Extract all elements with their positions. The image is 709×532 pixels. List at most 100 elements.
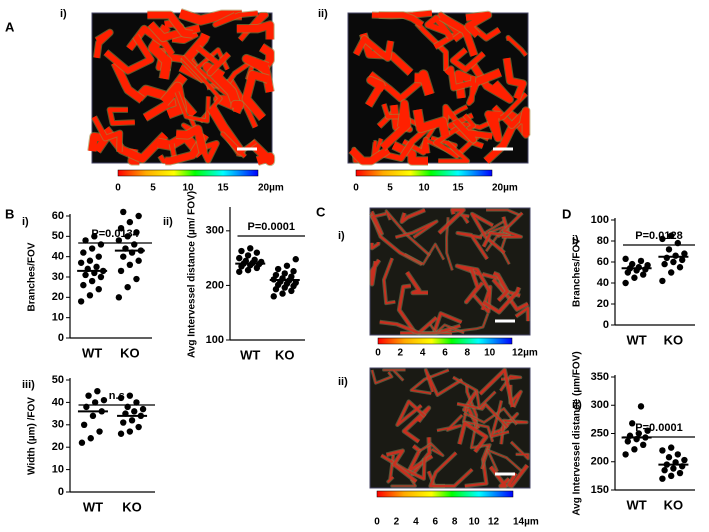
vessel <box>405 271 429 295</box>
x-tick-label: KO <box>664 332 684 347</box>
data-point <box>86 257 94 264</box>
data-point <box>624 438 631 445</box>
data-point <box>120 419 127 426</box>
data-point <box>644 261 651 269</box>
data-point <box>622 279 629 287</box>
vessel <box>438 140 470 163</box>
colorbar-label: 10 <box>469 517 481 528</box>
vessel <box>413 109 450 137</box>
colorbar-label: 2 <box>398 348 404 359</box>
y-tick-label: 350 <box>591 371 609 383</box>
data-point <box>640 441 647 448</box>
data-point <box>659 447 666 454</box>
vessel <box>436 414 463 432</box>
annotation: n.s <box>109 390 125 402</box>
image-label: i) <box>338 230 345 242</box>
vessel <box>404 243 445 265</box>
data-point <box>126 392 134 399</box>
data-point <box>139 405 147 413</box>
data-point <box>97 241 105 248</box>
panel-label: i) <box>572 234 579 246</box>
vessel <box>88 132 110 154</box>
data-point <box>236 268 243 275</box>
data-point <box>668 444 675 451</box>
vessel <box>370 242 380 250</box>
colorbar-label: 14µm <box>513 517 539 528</box>
data-point <box>86 292 94 299</box>
colorbar-label: 10 <box>484 348 496 359</box>
vessel <box>429 451 457 488</box>
data-point <box>95 253 102 260</box>
data-point <box>124 283 131 291</box>
vessel <box>379 316 438 335</box>
data-point <box>120 208 127 216</box>
data-point <box>244 252 252 259</box>
data-point <box>644 427 651 434</box>
y-axis-label: Avg Intervessel distance (µm/FOV) <box>572 351 583 515</box>
data-point <box>270 293 277 300</box>
colorbar-label: 12 <box>488 517 500 528</box>
vessel <box>371 138 383 163</box>
data-point <box>251 256 258 263</box>
colorbar-label: 0 <box>115 183 121 194</box>
data-point <box>661 467 668 474</box>
vessel <box>382 103 422 128</box>
x-tick-label: KO <box>664 497 684 512</box>
data-point <box>80 281 87 289</box>
data-point <box>91 233 98 240</box>
data-point <box>253 249 261 256</box>
data-point <box>288 287 295 295</box>
vessel <box>515 306 530 322</box>
data-point <box>236 254 243 262</box>
vessel <box>458 421 488 453</box>
vessel <box>236 21 274 40</box>
y-tick-label: 300 <box>591 399 609 411</box>
data-point <box>124 233 131 240</box>
data-point <box>629 420 636 427</box>
colorbar-label: 0 <box>353 183 359 194</box>
data-point <box>281 270 288 277</box>
colorbar-label: 10 <box>182 183 194 194</box>
y-tick-label: 200 <box>591 456 609 468</box>
data-point <box>135 212 142 220</box>
annotation: P=0.0134 <box>91 228 139 240</box>
x-tick-label: KO <box>275 347 295 362</box>
vessel <box>175 125 208 154</box>
data-point <box>659 277 666 285</box>
data-point <box>288 273 295 280</box>
y-tick-label: 20 <box>597 298 609 310</box>
vessel <box>482 286 521 314</box>
data-point <box>668 269 675 276</box>
y-tick-label: 0 <box>603 319 609 331</box>
vessel <box>452 376 496 409</box>
colorbar <box>376 490 514 498</box>
x-tick-label: WT <box>83 499 103 514</box>
colorbar-label: 10 <box>418 183 430 194</box>
colorbar-label: 0 <box>375 348 381 359</box>
data-point <box>622 451 629 458</box>
data-point <box>95 286 102 293</box>
data-point <box>659 235 666 243</box>
data-point <box>117 430 125 437</box>
vessel <box>450 47 486 72</box>
vessel <box>104 34 154 74</box>
y-axis-label: Width (µm) /FOV <box>27 397 38 475</box>
data-point <box>133 275 140 283</box>
y-tick-label: 30 <box>52 271 64 283</box>
vessel <box>493 271 509 302</box>
vessel <box>424 369 463 396</box>
colorbar-label: 4 <box>420 348 426 359</box>
colorbar-label: 8 <box>465 348 471 359</box>
data-point <box>661 260 668 268</box>
data-point <box>135 423 142 431</box>
data-point <box>238 247 245 255</box>
image-label: ii) <box>318 8 328 20</box>
panel-label: iii) <box>22 379 35 391</box>
vessel <box>378 12 424 28</box>
data-point <box>88 277 96 285</box>
vessel <box>223 58 256 88</box>
vessel <box>485 111 502 142</box>
colorbar <box>355 169 493 177</box>
vessel <box>479 368 514 408</box>
data-point <box>622 255 629 263</box>
